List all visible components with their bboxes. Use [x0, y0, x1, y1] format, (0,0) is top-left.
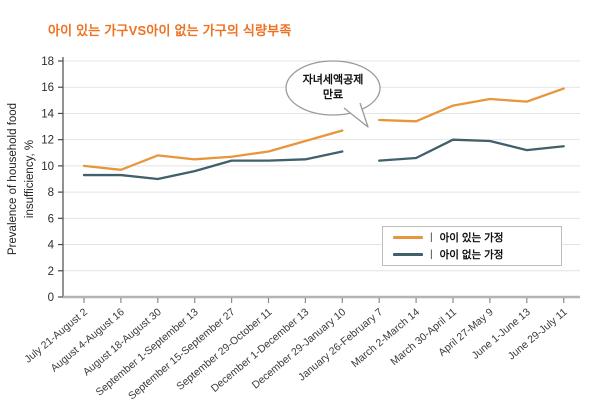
- y-tick-label: 2: [48, 266, 54, 278]
- y-tick-label: 16: [41, 82, 54, 94]
- annotation-bubble: [285, 60, 381, 116]
- legend-divider: |: [430, 232, 433, 243]
- series-line-without-children: [82, 150, 344, 181]
- legend-divider: |: [430, 249, 433, 260]
- series-line-without-children: [378, 138, 565, 162]
- annotation-bubble-text: 자녀세액공제 만료: [302, 74, 364, 102]
- y-tick-label: 10: [41, 161, 54, 173]
- legend-label-without-children: 아이 없는 가정: [439, 249, 504, 261]
- legend: | 아이 있는 가정 | 아이 없는 가정: [382, 226, 562, 266]
- legend-swatch-with-children: [393, 236, 423, 239]
- legend-item-without-children: | 아이 없는 가정: [393, 248, 561, 262]
- chart-title: 아이 있는 가구VS아이 없는 가구의 식량부족: [48, 23, 292, 38]
- x-tick-label: March 30-April 11: [388, 306, 459, 368]
- annotation-bubble-tail: [343, 102, 369, 128]
- y-tick-label: 18: [41, 56, 54, 68]
- y-tick-label: 8: [48, 187, 54, 199]
- legend-item-with-children: | 아이 있는 가정: [393, 231, 561, 245]
- series-line-with-children: [378, 87, 565, 123]
- legend-swatch-without-children: [393, 253, 423, 256]
- x-tick-label: March 2-March 14: [349, 306, 422, 370]
- legend-label-with-children: 아이 있는 가정: [439, 232, 504, 244]
- y-tick-label: 12: [41, 135, 54, 147]
- y-tick-label: 6: [48, 213, 54, 225]
- x-tick-label: July 21-August 2: [22, 306, 90, 366]
- y-tick-label: 4: [48, 240, 55, 252]
- series-line-with-children: [82, 129, 344, 171]
- y-tick-label: 0: [48, 292, 54, 304]
- y-tick-label: 14: [41, 108, 54, 120]
